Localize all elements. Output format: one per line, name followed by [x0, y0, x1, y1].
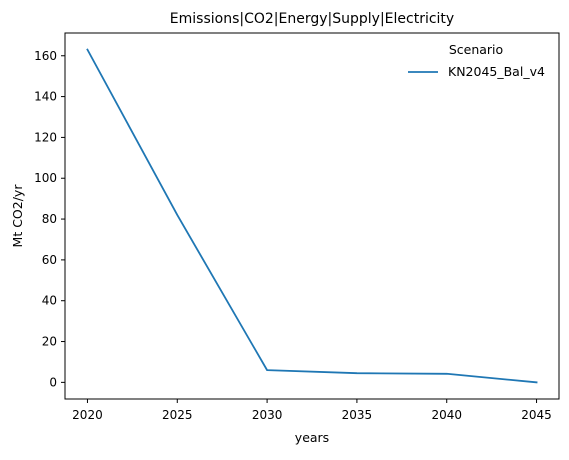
y-tick-label-100: 100 — [34, 171, 57, 185]
x-tick-label-2045: 2045 — [521, 408, 552, 422]
x-axis: 2020 2025 2030 2035 2040 2045 — [72, 399, 552, 422]
y-tick-label-80: 80 — [42, 212, 57, 226]
legend: Scenario KN2045_Bal_v4 — [408, 42, 545, 79]
series-line-kn2045-bal-v4 — [86, 48, 538, 384]
y-tick-label-40: 40 — [42, 294, 57, 308]
x-tick-label-2035: 2035 — [342, 408, 373, 422]
y-axis-label: Mt CO2/yr — [10, 184, 25, 248]
plot-frame — [64, 32, 560, 400]
y-tick-label-120: 120 — [34, 130, 57, 144]
x-tick-label-2025: 2025 — [162, 408, 193, 422]
legend-title: Scenario — [449, 42, 503, 57]
y-tick-label-0: 0 — [49, 375, 57, 389]
y-tick-label-60: 60 — [42, 253, 57, 267]
x-tick-label-2030: 2030 — [252, 408, 283, 422]
x-axis-label: years — [295, 430, 329, 445]
series-layer — [86, 48, 538, 384]
legend-entry-kn2045-bal-v4: KN2045_Bal_v4 — [448, 64, 545, 79]
x-tick-label-2020: 2020 — [72, 408, 103, 422]
y-tick-label-160: 160 — [34, 49, 57, 63]
y-tick-label-140: 140 — [34, 90, 57, 104]
y-axis: 0 20 40 60 80 100 120 140 160 — [34, 49, 65, 389]
chart-title: Emissions|CO2|Energy|Supply|Electricity — [170, 11, 454, 27]
x-tick-label-2040: 2040 — [431, 408, 462, 422]
y-tick-label-20: 20 — [42, 335, 57, 349]
